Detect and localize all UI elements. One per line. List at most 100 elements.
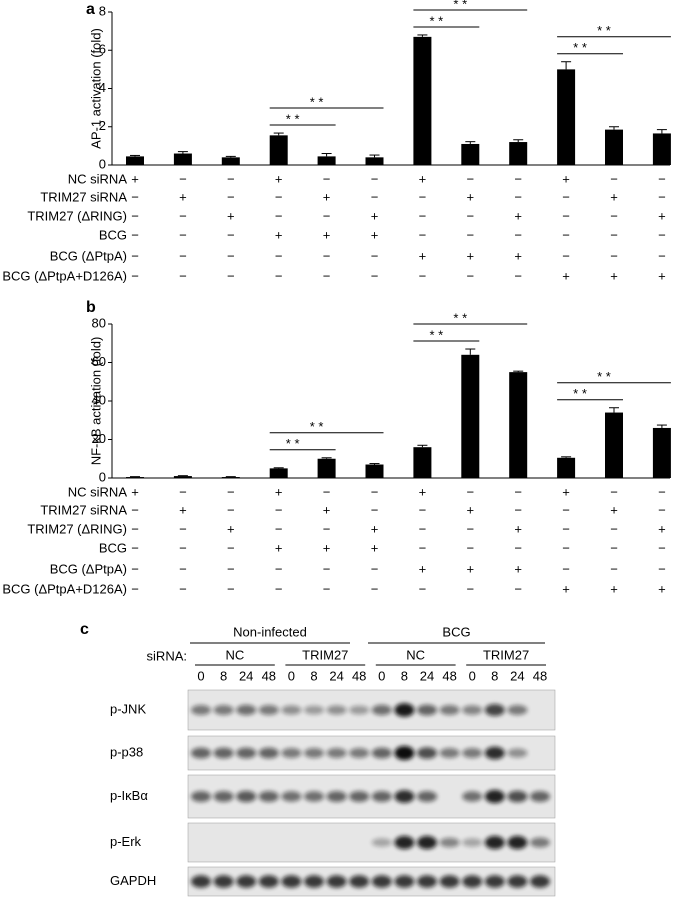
blot-band: [439, 748, 460, 758]
condition-sign: +: [323, 227, 331, 242]
panel-label: c: [80, 621, 89, 638]
blot-band: [439, 705, 460, 715]
condition-label: BCG (ΔPtpA): [50, 248, 127, 263]
condition-sign: +: [275, 171, 283, 186]
condition-sign: −: [562, 521, 570, 536]
condition-sign: −: [179, 521, 187, 536]
bar: [652, 133, 671, 165]
blot-band: [507, 875, 528, 888]
condition-sign: −: [131, 561, 139, 576]
condition-sign: +: [371, 540, 379, 555]
condition-label: BCG: [99, 540, 127, 555]
time-label: 8: [401, 668, 408, 683]
bar: [413, 36, 432, 165]
condition-sign: +: [275, 540, 283, 555]
time-label: 24: [329, 668, 343, 683]
blot-band: [258, 875, 279, 888]
condition-sign: +: [323, 540, 331, 555]
bar: [365, 464, 384, 478]
significance-label: * *: [597, 369, 611, 384]
condition-sign: −: [419, 268, 427, 283]
protein-label: p-Erk: [110, 834, 142, 849]
condition-sign: −: [514, 189, 522, 204]
bar: [557, 457, 576, 478]
condition-sign: −: [658, 540, 666, 555]
condition-sign: +: [323, 502, 331, 517]
condition-sign: −: [179, 581, 187, 596]
condition-sign: −: [467, 521, 475, 536]
condition-sign: −: [323, 171, 331, 186]
blot-band: [484, 746, 505, 760]
time-label: 48: [352, 668, 366, 683]
condition-sign: +: [131, 171, 139, 186]
time-label: 24: [239, 668, 253, 683]
y-tick-label: 6: [99, 42, 106, 57]
condition-sign: −: [419, 581, 427, 596]
significance-label: * *: [573, 40, 587, 55]
y-tick-label: 20: [92, 431, 106, 446]
condition-sign: −: [658, 189, 666, 204]
condition-sign: −: [514, 171, 522, 186]
blot-band: [349, 748, 370, 758]
condition-sign: −: [227, 189, 235, 204]
subgroup-label: TRIM27: [302, 647, 348, 662]
condition-label: NC siRNA: [68, 484, 128, 499]
blot-band: [484, 875, 505, 888]
condition-sign: −: [131, 581, 139, 596]
blot-band: [304, 791, 324, 802]
blot-band: [213, 705, 234, 715]
bar: [461, 143, 480, 165]
condition-sign: −: [131, 268, 139, 283]
blot-band: [462, 875, 483, 888]
condition-sign: +: [179, 189, 187, 204]
subgroup-label: NC: [226, 647, 245, 662]
blot-band: [417, 835, 437, 850]
blot-band: [394, 875, 415, 888]
blot-band: [484, 704, 505, 716]
condition-sign: −: [371, 268, 379, 283]
significance-label: * *: [429, 13, 443, 28]
bar: [126, 477, 144, 478]
blot-band: [371, 791, 392, 802]
group-label: BCG: [442, 624, 470, 639]
time-label: 0: [288, 668, 295, 683]
protein-label: GAPDH: [110, 873, 156, 888]
condition-sign: −: [179, 561, 187, 576]
blot-band: [371, 704, 392, 716]
bar: [605, 129, 623, 165]
condition-sign: +: [419, 171, 427, 186]
condition-label: BCG (ΔPtpA+D126A): [2, 268, 127, 283]
blot-band: [507, 790, 528, 803]
time-label: 8: [220, 668, 227, 683]
condition-sign: −: [514, 540, 522, 555]
blot-band: [484, 835, 505, 850]
blot-band: [484, 789, 505, 804]
condition-sign: −: [562, 189, 570, 204]
protein-label: p-IκBα: [110, 788, 148, 803]
time-label: 48: [442, 668, 456, 683]
protein-label: p-JNK: [110, 701, 146, 716]
condition-sign: −: [227, 171, 235, 186]
y-tick-label: 60: [92, 354, 106, 369]
blot-band: [462, 791, 483, 802]
significance-label: * *: [310, 94, 324, 109]
time-label: 0: [197, 668, 204, 683]
y-tick-label: 0: [99, 156, 106, 171]
condition-sign: +: [562, 581, 570, 596]
condition-sign: +: [419, 484, 427, 499]
bar: [461, 354, 480, 478]
condition-sign: −: [179, 227, 187, 242]
y-axis-title: AP-1 activation (fold): [88, 28, 103, 149]
time-label: 48: [262, 668, 276, 683]
y-tick-label: 80: [92, 315, 106, 330]
condition-sign: +: [562, 268, 570, 283]
condition-sign: −: [467, 581, 475, 596]
protein-label: p-p38: [110, 744, 143, 759]
blot-band: [349, 705, 370, 715]
condition-sign: +: [467, 189, 475, 204]
condition-sign: −: [610, 227, 618, 242]
condition-sign: −: [467, 171, 475, 186]
blot-band: [439, 837, 460, 848]
condition-sign: −: [131, 189, 139, 204]
condition-sign: +: [275, 484, 283, 499]
